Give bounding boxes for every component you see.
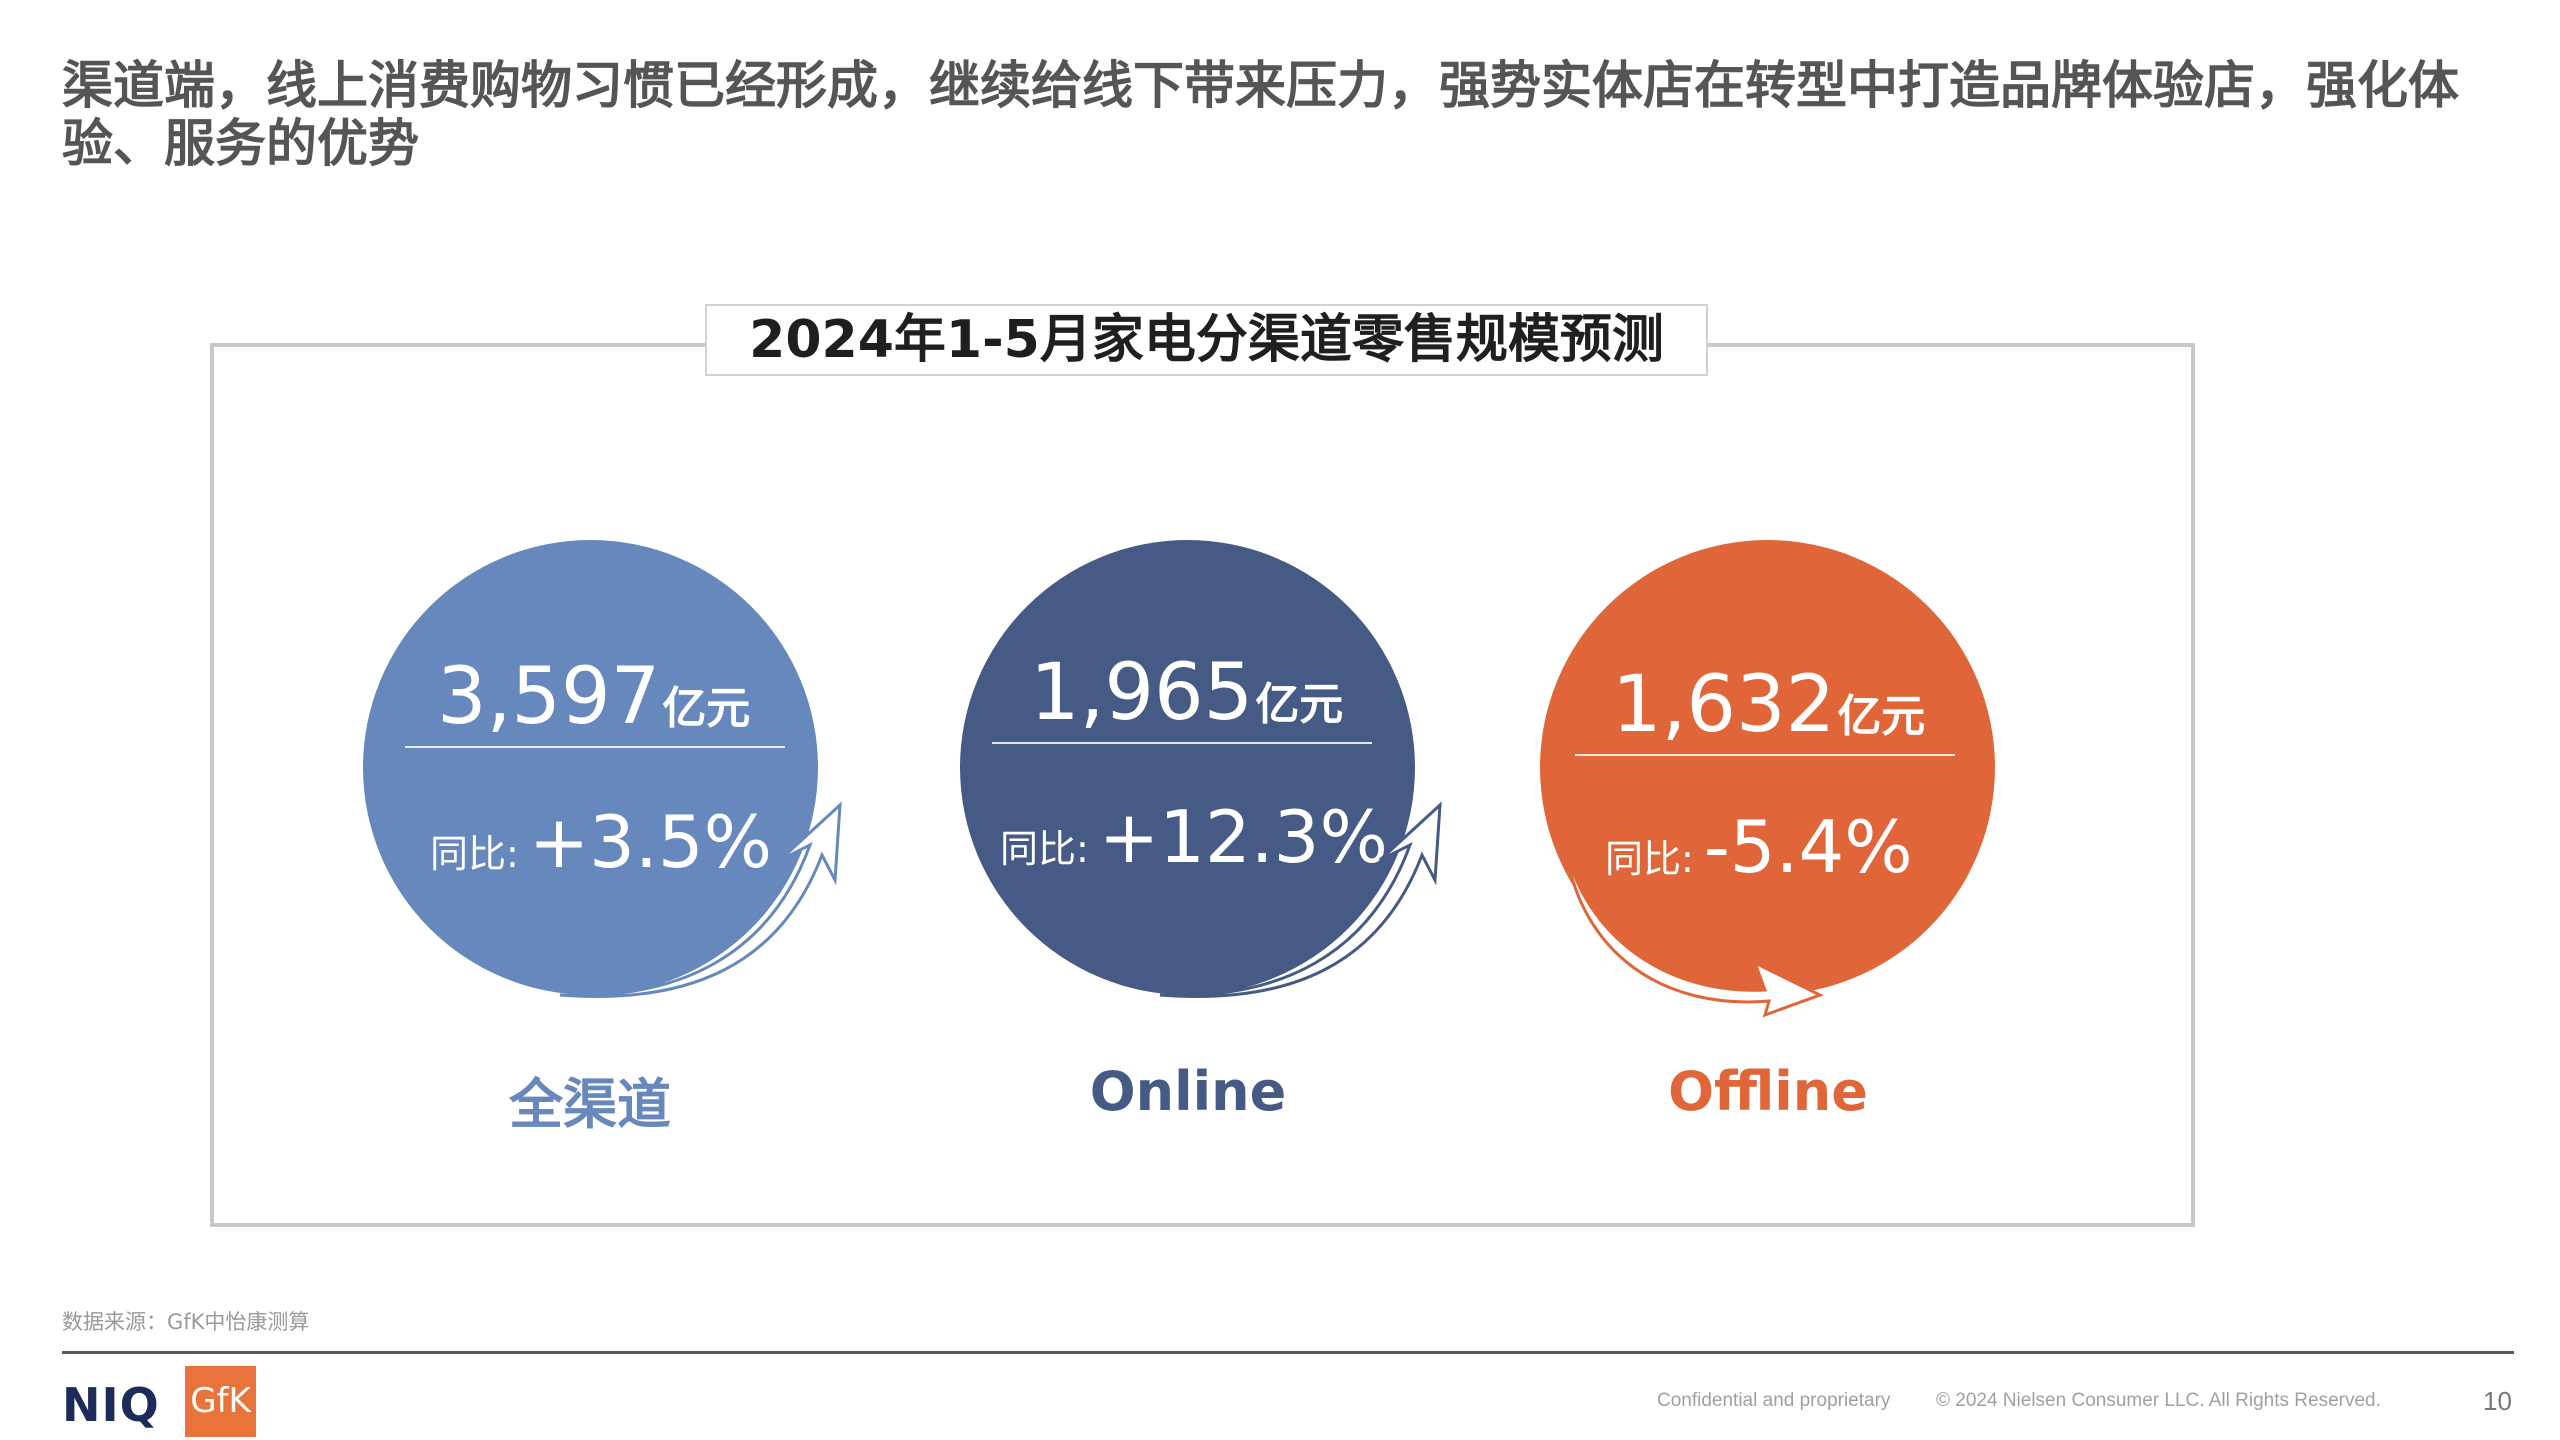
value-unit: 亿元 [1837,691,1926,742]
value-number: 1,965 [1030,648,1254,738]
channel-value-all: 3,597亿元 [437,652,750,742]
value-divider [992,742,1372,744]
value-unit: 亿元 [662,683,751,734]
decline-arrow-icon [1563,844,1824,1018]
channel-circle-all [363,540,818,995]
value-divider [405,746,785,748]
growth-arrow-icon [1159,801,1442,998]
value-unit: 亿元 [1255,679,1344,730]
slide-title: 渠道端，线上消费购物习惯已经形成，继续给线下带来压力，强势实体店在转型中打造品牌… [62,57,2460,174]
gfk-logo: GfK [185,1366,256,1437]
footer-copyright: © 2024 Nielsen Consumer LLC. All Rights … [1936,1390,2381,1411]
yoy-value: -5.4% [1703,805,1913,889]
channel-label-offline: Offline [1668,1060,1868,1123]
chart-heading: 2024年1-5月家电分渠道零售规模预测 [705,304,1708,376]
channel-circle-online [960,540,1415,995]
channel-yoy-all: 同比: +3.5% [430,800,772,884]
growth-arrow-icon [559,801,842,998]
channel-value-online: 1,965亿元 [1030,648,1343,738]
footer-confidential: Confidential and proprietary [1657,1390,1891,1411]
yoy-label: 同比: [1000,827,1089,871]
value-number: 1,632 [1612,660,1836,750]
channel-label-online: Online [1089,1060,1287,1123]
yoy-value: +3.5% [528,800,773,884]
channel-yoy-online: 同比: +12.3% [1000,795,1388,879]
footer-divider [62,1351,2514,1354]
source-note: 数据来源：GfK中怡康测算 [62,1310,310,1334]
channel-label-all: 全渠道 [509,1073,671,1136]
niq-logo: NIQ [62,1378,160,1432]
channel-circle-offline [1540,540,1995,995]
yoy-label: 同比: [1605,837,1694,881]
yoy-label: 同比: [430,832,519,876]
channel-value-offline: 1,632亿元 [1612,660,1925,750]
value-divider [1575,754,1955,756]
value-number: 3,597 [437,652,661,742]
page-number: 10 [2483,1386,2512,1416]
channel-yoy-offline: 同比: -5.4% [1605,805,1913,889]
yoy-value: +12.3% [1098,795,1388,879]
